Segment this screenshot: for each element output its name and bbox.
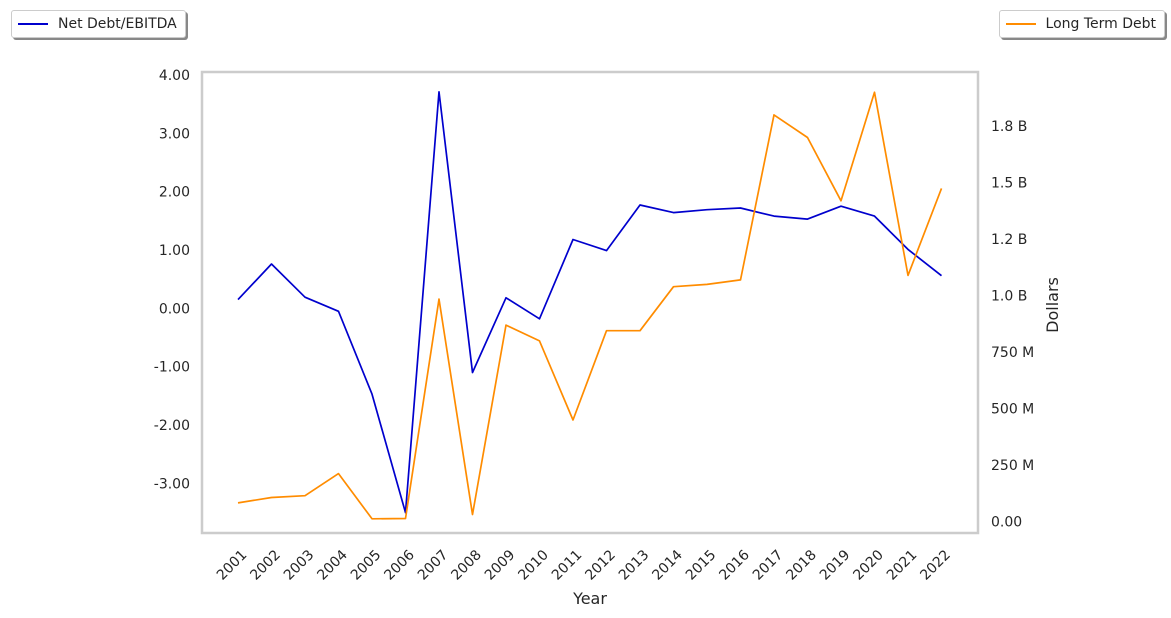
left-y-tick-label: 2.00 (159, 185, 190, 201)
x-tick-label: 2021 (884, 547, 921, 584)
left-y-tick-label: 0.00 (159, 301, 190, 317)
x-tick-label: 2002 (247, 547, 284, 584)
legend-net-debt-ebitda: Net Debt/EBITDA (11, 10, 186, 38)
x-tick-label: 2012 (582, 547, 619, 584)
legend-long-term-debt: Long Term Debt (998, 10, 1165, 38)
left-y-tick-label: 4.00 (159, 68, 190, 84)
right-y-tick-label: 1.2 B (991, 232, 1027, 248)
series-line-long-term-debt (237, 91, 943, 520)
left-y-axis: 4.00 3.00 2.00 1.00 0.00 -1.00 -2.00 -3.00 (154, 68, 190, 492)
left-y-tick-label: 3.00 (159, 126, 190, 142)
series-lines (237, 90, 943, 520)
legend-swatch-net-debt-ebitda (18, 23, 48, 25)
x-tick-label: 2013 (616, 547, 653, 584)
x-tick-label: 2005 (348, 547, 385, 584)
x-tick-label: 2015 (683, 547, 720, 584)
right-y-tick-label: 1.0 B (991, 289, 1027, 305)
x-axis: 2001200220032004200520062007200820092010… (214, 547, 954, 584)
left-y-tick-label: -3.00 (154, 476, 190, 492)
x-tick-label: 2014 (649, 547, 686, 584)
x-tick-label: 2022 (917, 547, 954, 584)
right-y-tick-label: 1.8 B (991, 119, 1027, 135)
right-y-axis: 0.00 250 M 500 M 750 M 1.0 B 1.2 B 1.5 B 1.8 B (991, 119, 1034, 530)
plot-frame (200, 70, 980, 535)
left-y-tick-label: 1.00 (159, 243, 190, 259)
x-tick-label: 2016 (716, 547, 753, 584)
x-tick-label: 2010 (515, 547, 552, 584)
series-line-net-debt-ebitda (237, 90, 943, 514)
x-axis-label: Year (572, 589, 607, 608)
x-tick-label: 2007 (415, 547, 452, 584)
legend-label-net-debt-ebitda: Net Debt/EBITDA (58, 16, 177, 32)
right-y-tick-label: 0.00 (991, 515, 1022, 531)
left-y-tick-label: -1.00 (154, 360, 190, 376)
legend-swatch-long-term-debt (1005, 23, 1036, 25)
x-tick-label: 2006 (381, 547, 418, 584)
x-tick-label: 2003 (281, 547, 318, 584)
x-tick-label: 2008 (448, 547, 485, 584)
x-tick-label: 2011 (549, 547, 586, 584)
left-y-tick-label: -2.00 (154, 418, 190, 434)
right-y-tick-label: 250 M (991, 458, 1034, 474)
right-y-tick-label: 750 M (991, 345, 1034, 361)
x-tick-label: 2017 (750, 547, 787, 584)
x-tick-label: 2004 (314, 547, 351, 584)
x-tick-label: 2019 (817, 547, 854, 584)
x-tick-label: 2020 (850, 547, 887, 584)
right-y-axis-label: Dollars (1043, 277, 1062, 333)
right-y-tick-label: 500 M (991, 402, 1034, 418)
x-tick-label: 2009 (482, 547, 519, 584)
x-tick-label: 2001 (214, 547, 251, 584)
x-tick-label: 2018 (783, 547, 820, 584)
right-y-tick-label: 1.5 B (991, 176, 1027, 192)
legend-label-long-term-debt: Long Term Debt (1045, 16, 1156, 32)
